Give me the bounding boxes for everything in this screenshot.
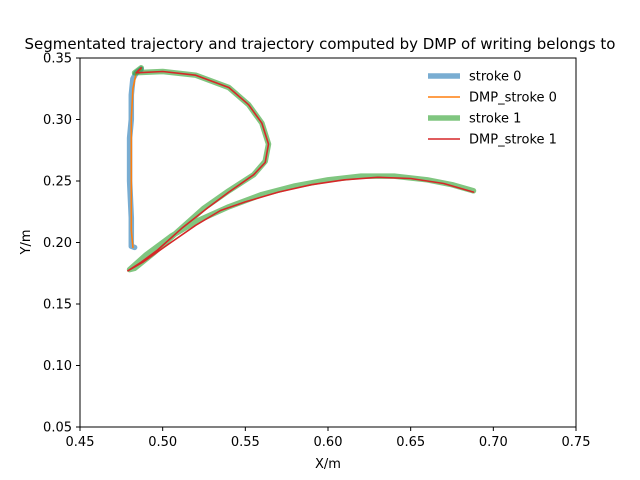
y-tick-label: 0.20 bbox=[43, 236, 72, 251]
legend-label: DMP_stroke 0 bbox=[469, 91, 557, 106]
series-line-2 bbox=[126, 65, 477, 273]
x-tick-label: 0.60 bbox=[314, 435, 343, 450]
legend: stroke 0 DMP_stroke 0 stroke 1 DMP_stroke 1 bbox=[428, 70, 557, 148]
x-tick-label: 0.55 bbox=[231, 435, 260, 450]
y-tick-label: 0.25 bbox=[43, 175, 72, 190]
x-tick-label: 0.65 bbox=[396, 435, 425, 450]
y-tick-label: 0.10 bbox=[43, 359, 72, 374]
y-tick-label: 0.35 bbox=[43, 52, 72, 67]
x-tick-label: 0.70 bbox=[479, 435, 508, 450]
x-axis: 0.45 0.50 0.55 0.60 0.65 0.70 0.75 bbox=[66, 427, 591, 450]
y-tick-label: 0.05 bbox=[43, 421, 72, 436]
series-layer bbox=[126, 65, 477, 273]
x-tick-label: 0.50 bbox=[148, 435, 177, 450]
y-tick-label: 0.15 bbox=[43, 298, 72, 313]
x-axis-label: X/m bbox=[315, 457, 341, 472]
x-tick-label: 0.45 bbox=[66, 435, 95, 450]
legend-label: stroke 1 bbox=[469, 112, 521, 127]
series-line-3 bbox=[127, 67, 475, 272]
y-axis: 0.05 0.10 0.15 0.20 0.25 0.30 0.35 bbox=[43, 52, 80, 436]
y-tick-label: 0.30 bbox=[43, 113, 72, 128]
x-tick-label: 0.75 bbox=[562, 435, 591, 450]
chart-title: Segmentated trajectory and trajectory co… bbox=[25, 35, 616, 53]
legend-label: stroke 0 bbox=[469, 70, 521, 85]
legend-label: DMP_stroke 1 bbox=[469, 133, 557, 148]
y-axis-label: Y/m bbox=[19, 230, 34, 256]
